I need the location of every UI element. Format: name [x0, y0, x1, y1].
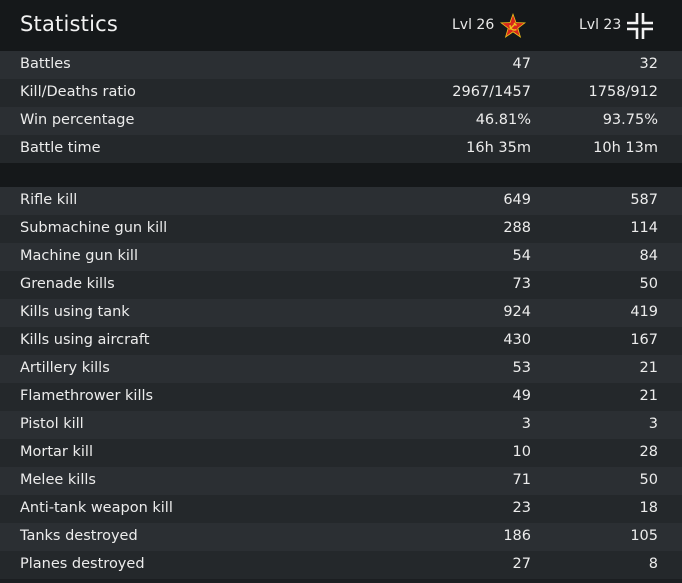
- summary-row-battle-time: Battle time 16h 35m 10h 13m: [0, 135, 682, 163]
- row-label: Melee kills: [20, 472, 96, 488]
- team-b-value: 93.75%: [602, 112, 658, 128]
- page-title: Statistics: [20, 12, 118, 36]
- row-label: Battle time: [20, 140, 101, 156]
- row-label: Win percentage: [20, 112, 135, 128]
- team-b-value: 105: [630, 528, 658, 544]
- row-label: Grenade kills: [20, 276, 115, 292]
- team-a-value: 27: [512, 556, 531, 572]
- row-label: Anti-tank weapon kill: [20, 500, 173, 516]
- kill-row: Submachine gun kill 288 114: [0, 215, 682, 243]
- team-b-value: 18: [639, 500, 658, 516]
- row-label: Mortar kill: [20, 444, 93, 460]
- row-label: Pistol kill: [20, 416, 84, 432]
- team-a-value: 924: [503, 304, 531, 320]
- kill-row: Mortar kill 10 28: [0, 439, 682, 467]
- kill-row: Tanks destroyed 186 105: [0, 523, 682, 551]
- row-label: Rifle kill: [20, 192, 78, 208]
- team-a-level: Lvl 26: [452, 17, 495, 33]
- team-a-value: 2967/1457: [452, 84, 531, 100]
- kill-row: Artillery kills 53 21: [0, 355, 682, 383]
- statistics-header: Statistics Lvl 26 Lvl 23: [0, 0, 682, 51]
- kill-row: Pistol kill 3 3: [0, 411, 682, 439]
- team-b-value: 8: [648, 556, 658, 572]
- team-a-value: 53: [512, 360, 531, 376]
- summary-row-kill-death-ratio: Kill/Deaths ratio 2967/1457 1758/912: [0, 79, 682, 107]
- team-b-value: 10h 13m: [593, 140, 658, 156]
- team-a-value: 3: [521, 416, 531, 432]
- team-a-value: 46.81%: [475, 112, 531, 128]
- team-a-value: 649: [503, 192, 531, 208]
- team-b-value: 419: [630, 304, 658, 320]
- team-a-value: 71: [512, 472, 531, 488]
- team-a-value: 54: [512, 248, 531, 264]
- team-a-value: 288: [503, 220, 531, 236]
- team-b-value: 50: [639, 472, 658, 488]
- summary-row-battles: Battles 47 32: [0, 51, 682, 79]
- kill-row: Planes destroyed 27 8: [0, 551, 682, 579]
- row-label: Planes destroyed: [20, 556, 145, 572]
- kill-row: Flamethrower kills 49 21: [0, 383, 682, 411]
- team-b-value: 28: [639, 444, 658, 460]
- team-b-value: 21: [639, 360, 658, 376]
- kills-table: Rifle kill 649 587 Submachine gun kill 2…: [0, 187, 682, 579]
- team-b-value: 50: [639, 276, 658, 292]
- team-a-value: 186: [503, 528, 531, 544]
- soviet-star-icon: [500, 13, 526, 38]
- kill-row: Rifle kill 649 587: [0, 187, 682, 215]
- team-a-value: 10: [512, 444, 531, 460]
- summary-row-win-percentage: Win percentage 46.81% 93.75%: [0, 107, 682, 135]
- team-b-value: 1758/912: [588, 84, 658, 100]
- kill-row: Machine gun kill 54 84: [0, 243, 682, 271]
- team-a-value: 73: [512, 276, 531, 292]
- row-label: Kill/Deaths ratio: [20, 84, 136, 100]
- balkenkreuz-icon: [627, 13, 653, 39]
- row-label: Battles: [20, 56, 71, 72]
- row-label: Kills using tank: [20, 304, 130, 320]
- row-label: Tanks destroyed: [20, 528, 138, 544]
- row-label: Submachine gun kill: [20, 220, 168, 236]
- kill-row: Melee kills 71 50: [0, 467, 682, 495]
- kill-row: Grenade kills 73 50: [0, 271, 682, 299]
- kill-row: Anti-tank weapon kill 23 18: [0, 495, 682, 523]
- row-label: Flamethrower kills: [20, 388, 154, 404]
- team-b-value: 3: [648, 416, 658, 432]
- team-b-value: 32: [639, 56, 658, 72]
- team-b-level: Lvl 23: [579, 17, 622, 33]
- team-b-value: 114: [630, 220, 658, 236]
- section-divider: [0, 163, 682, 187]
- row-label: Machine gun kill: [20, 248, 138, 264]
- kill-row: Kills using aircraft 430 167: [0, 327, 682, 355]
- team-b-value: 84: [639, 248, 658, 264]
- row-label: Kills using aircraft: [20, 332, 150, 348]
- team-b-value: 21: [639, 388, 658, 404]
- team-a-value: 23: [512, 500, 531, 516]
- team-a-value: 16h 35m: [466, 140, 531, 156]
- row-label: Artillery kills: [20, 360, 110, 376]
- summary-table: Battles 47 32 Kill/Deaths ratio 2967/145…: [0, 51, 682, 163]
- team-a-value: 47: [512, 56, 531, 72]
- team-a-value: 430: [503, 332, 531, 348]
- kill-row: Kills using tank 924 419: [0, 299, 682, 327]
- team-b-value: 167: [630, 332, 658, 348]
- team-a-value: 49: [512, 388, 531, 404]
- team-b-value: 587: [630, 192, 658, 208]
